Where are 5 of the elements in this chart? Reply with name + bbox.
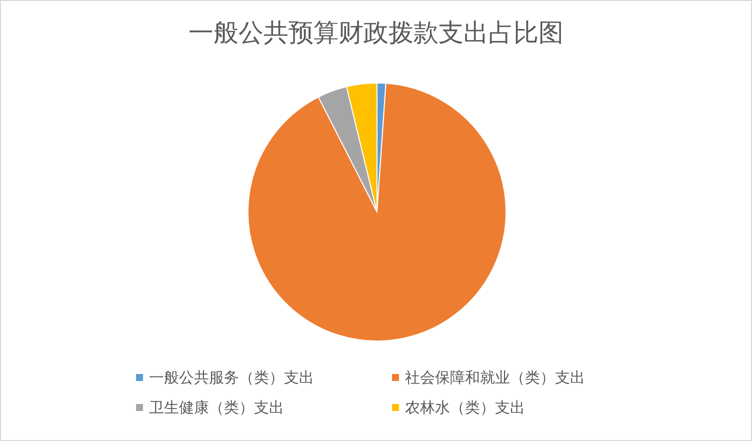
legend-label: 一般公共服务（类）支出 [149, 368, 314, 386]
legend-label: 农林水（类）支出 [405, 398, 525, 416]
legend-label: 卫生健康（类）支出 [149, 398, 284, 416]
chart-title: 一般公共预算财政拨款支出占比图 [188, 18, 564, 47]
legend-label: 社会保障和就业（类）支出 [405, 368, 585, 386]
